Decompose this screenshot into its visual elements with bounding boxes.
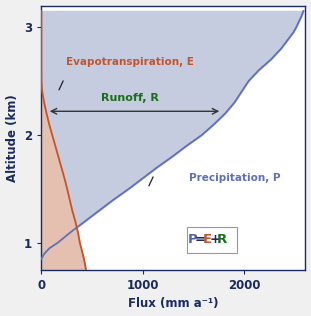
Text: Precipitation, P: Precipitation, P	[188, 173, 280, 183]
Y-axis label: Altitude (km): Altitude (km)	[6, 94, 19, 182]
Text: Runoff, R: Runoff, R	[101, 93, 159, 103]
Text: P: P	[188, 233, 197, 246]
Text: Evapotranspiration, E: Evapotranspiration, E	[66, 57, 194, 67]
Text: R: R	[217, 233, 227, 246]
X-axis label: Flux (mm a⁻¹): Flux (mm a⁻¹)	[128, 297, 219, 310]
Text: =: =	[194, 233, 205, 246]
FancyBboxPatch shape	[187, 227, 237, 252]
Text: +: +	[210, 233, 220, 246]
Text: E: E	[203, 233, 212, 246]
